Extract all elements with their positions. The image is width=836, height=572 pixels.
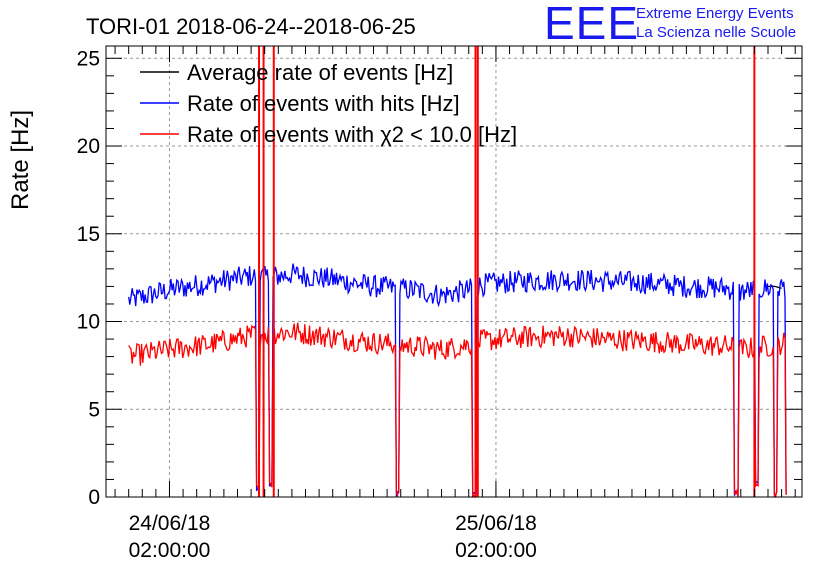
axes: 0 5 10 15 20 25 24/06/18 02:00:00 25/06/18 02:00:…: [77, 45, 803, 562]
legend-label-1: Rate of events with hits [Hz]: [187, 91, 460, 116]
legend-label-2: Rate of events with χ2 < 10.0 [Hz]: [187, 122, 517, 147]
x-tick-label-time: 02:00:00: [455, 539, 537, 562]
data-series: [128, 46, 787, 499]
chart-title: TORI-01 2018-06-24--2018-06-25: [86, 14, 416, 39]
y-tick-label: 15: [77, 223, 100, 246]
logo-line-2: La Scienza nelle Scuole: [636, 24, 797, 41]
logo-line-1: Extreme Energy Events: [636, 5, 794, 22]
y-tick-label: 10: [77, 311, 100, 334]
legend: Average rate of events [Hz] Rate of event…: [140, 60, 517, 147]
series-line-1: [128, 263, 787, 497]
logo-eee-mark: EEE: [544, 0, 640, 49]
y-tick-label: 20: [77, 135, 100, 158]
plot-frame: [105, 45, 803, 498]
series-line-2: [128, 322, 787, 499]
eee-logo: EEE Extreme Energy Events La Scienza nel…: [544, 0, 834, 49]
x-tick-label-time: 02:00:00: [129, 539, 211, 562]
y-tick-label: 0: [88, 486, 100, 509]
x-tick-label-date: 25/06/18: [455, 512, 537, 535]
x-tick-label-date: 24/06/18: [129, 512, 211, 535]
y-tick-label: 25: [77, 47, 100, 70]
legend-label-0: Average rate of events [Hz]: [187, 60, 453, 85]
y-tick-label: 5: [88, 398, 100, 421]
y-axis-label: Rate [Hz]: [7, 110, 34, 210]
grid-lines: [106, 46, 802, 497]
